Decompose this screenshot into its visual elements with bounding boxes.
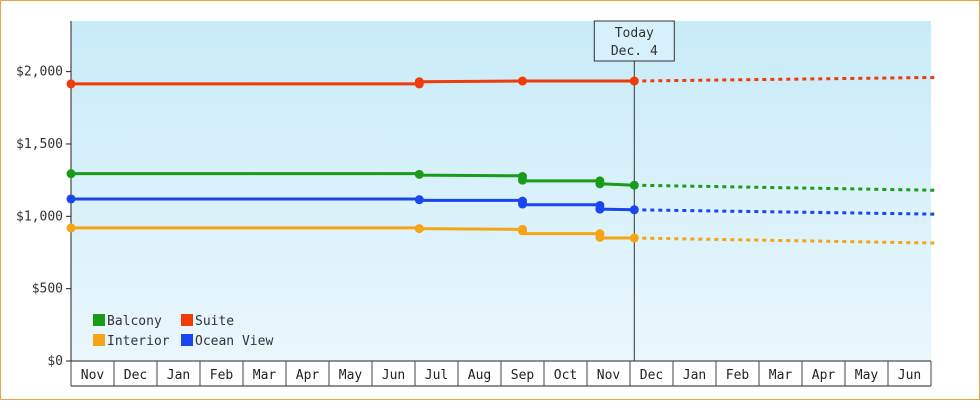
month-label: Nov <box>81 368 105 383</box>
balcony-point[interactable] <box>414 169 424 179</box>
month-label: Feb <box>726 368 750 383</box>
month-label: Mar <box>253 368 277 383</box>
month-label: Oct <box>554 368 577 383</box>
ocean-view-point[interactable] <box>595 204 605 214</box>
balcony-forecast-line <box>634 183 936 192</box>
month-label: Jun <box>382 368 405 383</box>
legend-label-balcony: Balcony <box>107 314 162 329</box>
suite-point[interactable] <box>66 79 76 89</box>
legend-label-suite: Suite <box>195 314 234 329</box>
balcony-point[interactable] <box>66 169 76 179</box>
legend-swatch-suite <box>181 314 193 326</box>
interior-point[interactable] <box>595 232 605 242</box>
balcony-point[interactable] <box>595 179 605 189</box>
interior-point[interactable] <box>414 224 424 234</box>
month-label: Feb <box>210 368 234 383</box>
suite-forecast-line <box>634 75 936 83</box>
month-label: Sep <box>511 368 535 383</box>
month-label: Jan <box>167 368 190 383</box>
suite-point[interactable] <box>629 76 639 86</box>
plot-area <box>71 21 931 361</box>
interior-point[interactable] <box>629 233 639 243</box>
month-label: Dec <box>640 368 663 383</box>
legend-label-ocean-view: Ocean View <box>195 334 273 349</box>
month-label: Jan <box>683 368 706 383</box>
y-tick-label: $500 <box>32 282 63 297</box>
month-label: Mar <box>769 368 793 383</box>
month-label: Apr <box>812 368 836 383</box>
ocean-view-point[interactable] <box>518 199 527 209</box>
month-label: Jun <box>898 368 921 383</box>
suite-point[interactable] <box>518 76 527 86</box>
y-tick-label: $1,500 <box>16 137 63 152</box>
month-label: Apr <box>296 368 320 383</box>
ocean-view-forecast-line <box>634 208 936 216</box>
legend-swatch-ocean-view <box>181 334 193 346</box>
month-label: Nov <box>597 368 621 383</box>
balcony-point[interactable] <box>518 175 527 185</box>
interior-forecast-line <box>634 236 936 245</box>
y-tick-label: $0 <box>47 354 63 369</box>
balcony-point[interactable] <box>629 180 639 190</box>
legend-swatch-interior <box>93 334 105 346</box>
today-box <box>593 20 675 62</box>
month-label: May <box>855 368 879 383</box>
ocean-view-point[interactable] <box>66 194 76 204</box>
suite-point[interactable] <box>414 77 424 87</box>
month-label: Dec <box>124 368 147 383</box>
ocean-view-point[interactable] <box>414 195 424 205</box>
today-label: Today <box>615 26 654 41</box>
interior-point[interactable] <box>518 226 527 236</box>
month-label: Aug <box>468 368 491 383</box>
month-label: May <box>339 368 363 383</box>
y-tick-label: $1,000 <box>16 209 63 224</box>
ocean-view-point[interactable] <box>629 205 639 215</box>
legend-swatch-balcony <box>93 314 105 326</box>
interior-point[interactable] <box>66 223 76 233</box>
month-label: Jul <box>425 368 448 383</box>
legend-label-interior: Interior <box>107 334 170 349</box>
y-tick-label: $2,000 <box>16 65 63 80</box>
today-date: Dec. 4 <box>611 44 658 59</box>
